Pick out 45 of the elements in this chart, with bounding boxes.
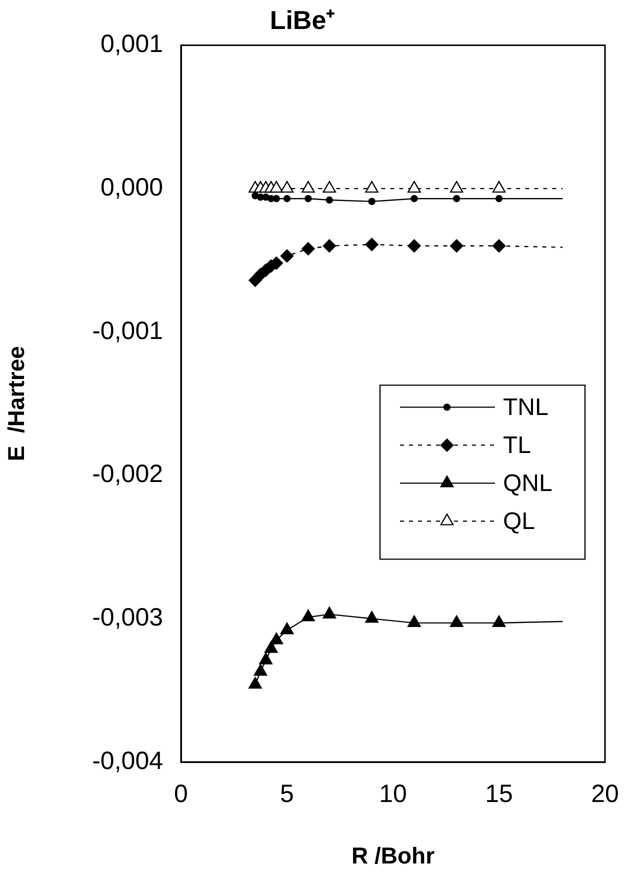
point <box>453 194 460 202</box>
point <box>365 611 378 623</box>
point <box>492 615 506 628</box>
point <box>280 249 294 263</box>
point <box>254 664 268 676</box>
point <box>322 606 336 618</box>
point <box>365 238 378 252</box>
chart-title: LiBe⁺ <box>270 4 336 35</box>
point <box>492 239 506 253</box>
y-axis-title: E /Hartree <box>3 346 30 462</box>
y-tick-label: 0,000 <box>100 173 163 202</box>
point <box>264 641 278 653</box>
legend-label: TNL <box>503 394 548 421</box>
x-tick-label: 20 <box>591 780 619 808</box>
point <box>302 242 315 256</box>
y-tick-label: -0,004 <box>92 746 164 775</box>
point <box>408 239 421 253</box>
legend-label: QL <box>503 508 536 535</box>
x-tick-label: 15 <box>485 780 513 808</box>
point <box>408 615 421 628</box>
y-tick-label: -0,002 <box>92 460 163 488</box>
x-axis-title: R /Bohr <box>351 842 435 869</box>
y-tick-label: -0,003 <box>92 604 163 632</box>
point <box>259 652 272 664</box>
point <box>302 610 315 622</box>
point <box>248 676 262 689</box>
x-tick-label: 0 <box>174 780 188 808</box>
x-tick-label: 5 <box>280 780 294 808</box>
point <box>270 632 284 644</box>
point <box>283 194 291 202</box>
point <box>326 196 333 204</box>
point <box>410 194 418 202</box>
point <box>304 194 312 202</box>
point <box>450 239 464 253</box>
point <box>280 622 294 634</box>
point <box>368 198 376 206</box>
x-tick-label: 10 <box>379 780 407 808</box>
point <box>272 194 280 202</box>
point <box>322 239 336 253</box>
legend-label: TL <box>503 432 532 459</box>
y-tick-label: -0,001 <box>92 316 163 345</box>
legend-label: QNL <box>503 470 552 497</box>
point <box>495 194 503 202</box>
y-tick-label: 0,001 <box>100 30 163 58</box>
point <box>450 615 464 628</box>
